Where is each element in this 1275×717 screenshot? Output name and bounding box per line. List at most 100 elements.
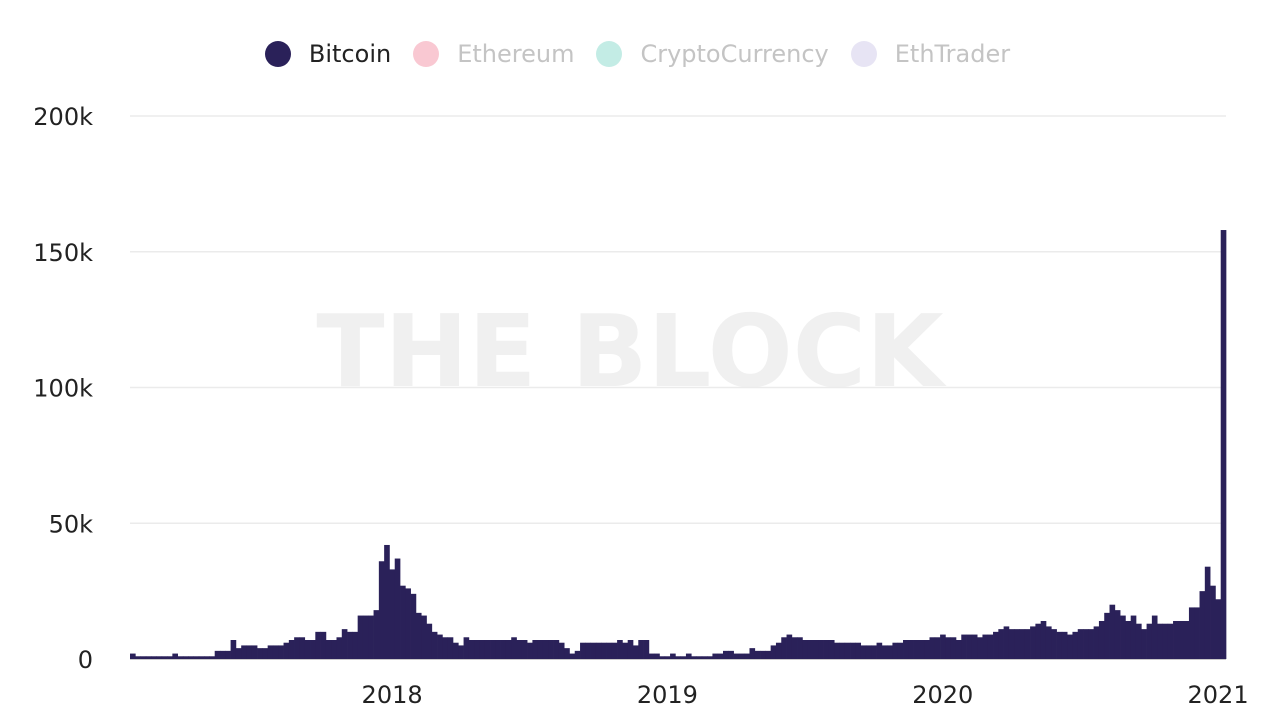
bar[interactable] bbox=[161, 656, 168, 659]
bar[interactable] bbox=[723, 650, 729, 659]
bar[interactable] bbox=[633, 645, 639, 659]
bar[interactable] bbox=[802, 640, 809, 659]
bar[interactable] bbox=[590, 642, 597, 659]
bar[interactable] bbox=[1204, 566, 1211, 659]
bar[interactable] bbox=[1194, 607, 1200, 659]
bar[interactable] bbox=[659, 656, 666, 659]
bar[interactable] bbox=[304, 640, 311, 659]
bar[interactable] bbox=[341, 629, 348, 659]
bar[interactable] bbox=[1151, 615, 1158, 659]
bar[interactable] bbox=[738, 653, 745, 659]
bar[interactable] bbox=[1061, 631, 1068, 659]
bar[interactable] bbox=[574, 650, 581, 659]
bar[interactable] bbox=[1141, 629, 1147, 659]
bar[interactable] bbox=[352, 631, 359, 659]
bar[interactable] bbox=[797, 637, 803, 659]
bar[interactable] bbox=[463, 637, 470, 659]
bar[interactable] bbox=[781, 637, 787, 659]
bar[interactable] bbox=[1157, 623, 1163, 659]
bar[interactable] bbox=[479, 640, 486, 659]
bar[interactable] bbox=[1220, 230, 1227, 659]
bar[interactable] bbox=[924, 640, 930, 659]
bar[interactable] bbox=[167, 656, 173, 659]
bar[interactable] bbox=[315, 631, 321, 659]
bar[interactable] bbox=[717, 653, 724, 659]
bar[interactable] bbox=[580, 642, 586, 659]
legend-item-ethereum[interactable]: Ethereum bbox=[413, 40, 574, 68]
bar[interactable] bbox=[241, 645, 247, 659]
bar[interactable] bbox=[272, 645, 279, 659]
bar[interactable] bbox=[1104, 612, 1110, 659]
legend-item-bitcoin[interactable]: Bitcoin bbox=[264, 40, 391, 68]
bar[interactable] bbox=[744, 653, 750, 659]
bar[interactable] bbox=[1024, 629, 1031, 659]
bar[interactable] bbox=[198, 656, 205, 659]
bar[interactable] bbox=[823, 640, 830, 659]
bar[interactable] bbox=[855, 642, 862, 659]
bar[interactable] bbox=[685, 653, 692, 659]
bar[interactable] bbox=[654, 653, 660, 659]
bar[interactable] bbox=[707, 656, 713, 659]
bar[interactable] bbox=[537, 640, 544, 659]
bar[interactable] bbox=[1014, 629, 1020, 659]
bar[interactable] bbox=[903, 640, 909, 659]
bar[interactable] bbox=[394, 558, 401, 659]
bar[interactable] bbox=[850, 642, 856, 659]
bar[interactable] bbox=[257, 648, 263, 659]
bar[interactable] bbox=[844, 642, 851, 659]
bar[interactable] bbox=[786, 634, 793, 659]
bar[interactable] bbox=[601, 642, 607, 659]
bar[interactable] bbox=[961, 634, 967, 659]
bar[interactable] bbox=[733, 653, 740, 659]
bar[interactable] bbox=[617, 640, 623, 659]
bar[interactable] bbox=[505, 640, 512, 659]
bar[interactable] bbox=[691, 656, 697, 659]
bar[interactable] bbox=[235, 648, 242, 659]
bar[interactable] bbox=[511, 637, 517, 659]
bar[interactable] bbox=[452, 642, 459, 659]
bar[interactable] bbox=[283, 642, 290, 659]
bar[interactable] bbox=[262, 648, 269, 659]
bar[interactable] bbox=[1135, 623, 1142, 659]
bar[interactable] bbox=[564, 648, 570, 659]
bar[interactable] bbox=[532, 640, 539, 659]
bar[interactable] bbox=[331, 640, 337, 659]
bar[interactable] bbox=[442, 637, 449, 659]
bar[interactable] bbox=[410, 593, 417, 659]
bar[interactable] bbox=[145, 656, 152, 659]
bar[interactable] bbox=[431, 631, 438, 659]
bar[interactable] bbox=[294, 637, 300, 659]
bar[interactable] bbox=[405, 588, 411, 659]
bar[interactable] bbox=[807, 640, 814, 659]
bar[interactable] bbox=[209, 656, 216, 659]
bar[interactable] bbox=[1178, 620, 1184, 659]
bar[interactable] bbox=[765, 650, 771, 659]
bar[interactable] bbox=[775, 642, 782, 659]
bar[interactable] bbox=[887, 645, 893, 659]
bar[interactable] bbox=[696, 656, 703, 659]
bar[interactable] bbox=[368, 615, 374, 659]
bar[interactable] bbox=[828, 640, 835, 659]
bar[interactable] bbox=[278, 645, 284, 659]
bar[interactable] bbox=[1120, 615, 1126, 659]
bar[interactable] bbox=[675, 656, 681, 659]
bar[interactable] bbox=[320, 631, 327, 659]
bar[interactable] bbox=[220, 650, 226, 659]
bar[interactable] bbox=[558, 642, 565, 659]
bar[interactable] bbox=[993, 631, 999, 659]
bar[interactable] bbox=[1199, 591, 1206, 660]
bar[interactable] bbox=[204, 656, 210, 659]
bar[interactable] bbox=[950, 637, 957, 659]
bar[interactable] bbox=[1093, 626, 1100, 659]
bar[interactable] bbox=[1067, 634, 1073, 659]
bar[interactable] bbox=[357, 615, 364, 659]
bar[interactable] bbox=[246, 645, 253, 659]
bar[interactable] bbox=[325, 640, 332, 659]
bar[interactable] bbox=[527, 642, 533, 659]
bar[interactable] bbox=[495, 640, 501, 659]
bar[interactable] bbox=[288, 640, 295, 659]
bar[interactable] bbox=[940, 634, 946, 659]
bar[interactable] bbox=[177, 656, 184, 659]
bar[interactable] bbox=[1109, 604, 1116, 659]
bar[interactable] bbox=[813, 640, 819, 659]
